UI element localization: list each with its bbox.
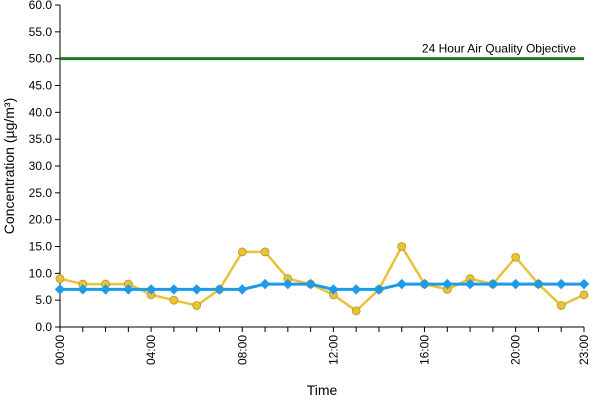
series-1-point — [169, 295, 179, 305]
series-2-point — [145, 284, 157, 295]
series-2-point — [191, 284, 202, 295]
series-2-point — [373, 284, 385, 295]
series-2-point — [100, 284, 111, 295]
series-1-point — [192, 301, 202, 310]
series-2-point — [328, 284, 339, 295]
x-tick-label: 23:00 — [577, 335, 591, 365]
series-2-point — [578, 278, 590, 290]
y-tick-label: 35.0 — [29, 132, 53, 146]
y-tick-label: 60.0 — [29, 0, 53, 12]
series-2-point — [419, 278, 430, 290]
x-tick-label: 04:00 — [144, 335, 158, 365]
series-2-point — [510, 278, 521, 290]
x-tick-label: 20:00 — [509, 335, 523, 365]
series-1-point — [511, 252, 521, 262]
y-tick-label: 5.0 — [35, 293, 52, 307]
y-tick-label: 30.0 — [29, 159, 53, 173]
series-2-point — [305, 278, 316, 290]
series-2-point — [214, 284, 225, 295]
series-2-point — [123, 284, 134, 295]
y-tick-label: 0.0 — [35, 320, 52, 334]
series-1-point — [55, 274, 65, 284]
series-2-point — [259, 278, 271, 290]
series-1-point — [556, 301, 566, 310]
y-tick-label: 50.0 — [29, 52, 53, 66]
series-2-point — [168, 284, 180, 295]
series-1-point — [397, 242, 407, 251]
y-tick-label: 45.0 — [29, 79, 53, 93]
series-2-point — [442, 278, 453, 290]
series-2-point — [556, 278, 567, 290]
y-tick-label: 25.0 — [29, 186, 53, 200]
x-tick-label: 08:00 — [235, 335, 249, 365]
series-2-point — [464, 278, 476, 290]
series-2-point — [350, 284, 362, 295]
series-1-point — [260, 247, 270, 257]
series-2-point — [487, 278, 499, 290]
x-tick-label: 12:00 — [326, 335, 340, 365]
series-2-point — [282, 278, 294, 290]
y-tick-label: 40.0 — [29, 105, 53, 119]
y-axis-title: Concentration (µg/m³) — [1, 98, 17, 234]
y-tick-label: 20.0 — [29, 213, 53, 227]
x-tick-label: 16:00 — [418, 335, 432, 365]
x-axis-title: Time — [307, 382, 338, 398]
y-axis-ticks: 0.0 5.0 10.0 15.0 20.0 25.0 30.0 35.0 40.0 45.0 50… — [29, 0, 60, 334]
series-group — [54, 242, 590, 316]
x-axis-ticks: 00:00 04:00 08:00 12:00 16:00 20:00 23:00 — [53, 327, 591, 365]
series-2-point — [396, 278, 407, 290]
reference-line-label: 24 Hour Air Quality Objective — [422, 42, 576, 56]
series-2-point — [533, 278, 544, 290]
series-2-point — [237, 284, 248, 295]
series-1-point — [237, 247, 247, 257]
y-tick-label: 15.0 — [29, 240, 53, 254]
reference-line-group: 24 Hour Air Quality Objective — [60, 42, 584, 61]
series-1-point — [351, 306, 361, 316]
y-tick-label: 55.0 — [29, 25, 53, 39]
series-1-line — [59, 245, 585, 313]
series-2-point — [54, 284, 66, 295]
series-1-point — [579, 290, 589, 300]
x-tick-label: 00:00 — [53, 335, 67, 365]
y-tick-label: 10.0 — [29, 266, 53, 280]
series-2-point — [77, 284, 88, 295]
